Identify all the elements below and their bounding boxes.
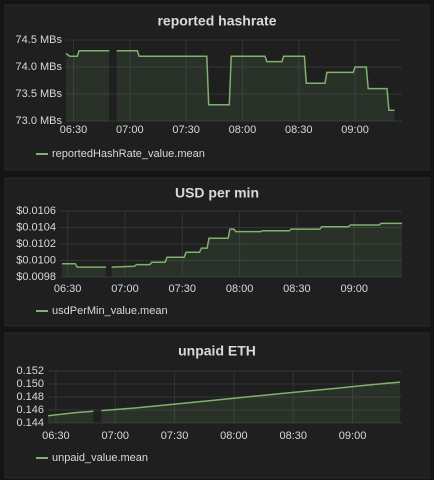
x-tick-label: 08:30: [279, 430, 307, 442]
y-tick-label: 0.150: [16, 378, 44, 390]
chart-title: USD per min: [175, 185, 259, 201]
x-tick-label: 08:00: [220, 430, 248, 442]
y-tick-label: 0.152: [16, 365, 44, 377]
x-tick-label: 09:00: [339, 430, 367, 442]
y-tick-label: $0.0104: [16, 221, 56, 233]
x-tick-label: 08:30: [285, 124, 313, 136]
y-tick-label: $0.0106: [16, 205, 56, 217]
x-tick-label: 07:30: [161, 430, 189, 442]
x-tick-label: 09:00: [340, 283, 368, 295]
line: [47, 381, 401, 417]
x-tick-label: 06:30: [60, 124, 88, 136]
line: [61, 222, 402, 268]
y-tick-label: 73.0 MBs: [16, 115, 63, 127]
legend-label: usdPerMin_value.mean: [52, 305, 168, 317]
x-tick-label: 06:30: [42, 430, 70, 442]
legend-label: reportedHashRate_value.mean: [52, 148, 205, 160]
x-tick-label: 07:30: [169, 283, 197, 295]
y-tick-label: 74.0 MBs: [16, 61, 63, 73]
y-tick-label: 74.5 MBs: [16, 34, 63, 46]
y-tick-label: $0.0102: [16, 238, 56, 250]
line: [65, 50, 395, 111]
chart-title: unpaid ETH: [178, 343, 256, 359]
y-tick-label: 73.5 MBs: [16, 88, 63, 100]
x-tick-label: 08:00: [229, 124, 257, 136]
panel: [4, 332, 430, 479]
area-fill: [48, 382, 400, 423]
y-tick-label: 0.148: [16, 391, 44, 403]
y-tick-label: 0.146: [16, 404, 44, 416]
x-tick-label: 09:00: [341, 124, 369, 136]
legend-label: unpaid_value.mean: [52, 452, 148, 464]
x-tick-label: 07:00: [116, 124, 144, 136]
y-tick-label: 0.144: [16, 417, 44, 429]
panel: [4, 177, 430, 327]
y-tick-label: $0.0100: [16, 254, 56, 266]
x-tick-label: 07:00: [101, 430, 129, 442]
x-tick-label: 07:00: [111, 283, 139, 295]
area-fill: [61, 223, 403, 277]
y-tick-label: $0.0098: [16, 271, 56, 283]
x-tick-label: 08:30: [283, 283, 311, 295]
panel: [4, 4, 430, 171]
chart-title: reported hashrate: [157, 13, 276, 29]
x-tick-label: 07:30: [172, 124, 200, 136]
x-tick-label: 08:00: [226, 283, 254, 295]
x-tick-label: 06:30: [54, 283, 82, 295]
